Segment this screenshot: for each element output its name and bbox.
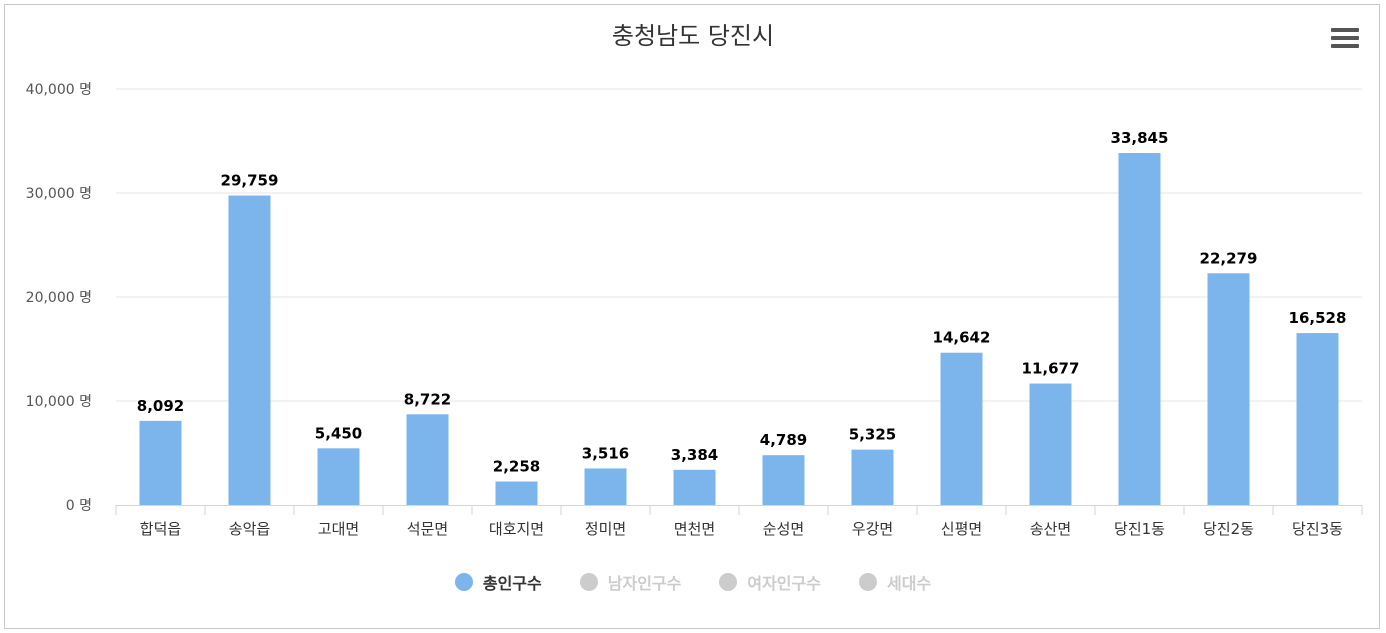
y-tick-label: 0 명	[66, 498, 92, 514]
y-tick-label: 10,000 명	[26, 394, 92, 410]
data-label: 5,325	[849, 426, 896, 444]
x-tick-label: 정미면	[585, 520, 626, 538]
legend-label: 세대수	[886, 574, 932, 593]
x-tick-label: 당진2동	[1203, 520, 1254, 538]
data-label: 22,279	[1200, 249, 1258, 267]
legend-item-male-population[interactable]: 남자인구수	[579, 570, 682, 594]
legend-marker	[579, 573, 598, 591]
y-tick-label: 30,000 명	[26, 186, 92, 202]
x-tick-label: 당진1동	[1114, 520, 1165, 538]
x-tick-label: 합덕읍	[140, 520, 181, 538]
bar-13	[1207, 273, 1250, 505]
y-tick-label: 40,000 명	[26, 82, 92, 98]
data-label: 2,258	[493, 458, 540, 476]
data-label: 11,677	[1022, 360, 1080, 378]
x-tick-label: 면천면	[674, 520, 715, 538]
bar-8	[762, 455, 805, 505]
data-label: 3,516	[582, 444, 629, 462]
bar-12	[1118, 153, 1161, 505]
data-label: 16,528	[1289, 309, 1347, 327]
data-label: 8,722	[404, 390, 451, 408]
legend-item-households[interactable]: 세대수	[858, 570, 932, 594]
data-label: 8,092	[137, 397, 184, 415]
legend-item-female-population[interactable]: 여자인구수	[719, 570, 821, 594]
x-tick-label: 신평면	[941, 520, 982, 538]
data-label: 3,384	[671, 446, 718, 464]
x-tick-label: 송산면	[1030, 520, 1071, 538]
bar-7	[673, 469, 716, 505]
data-label: 14,642	[933, 329, 991, 347]
legend-marker	[858, 573, 877, 591]
data-label: 33,845	[1111, 129, 1169, 147]
x-tick-label: 대호지면	[489, 520, 544, 538]
x-tick-label: 송악읍	[229, 520, 270, 538]
x-tick-label: 석문면	[407, 520, 448, 538]
data-label: 29,759	[221, 172, 279, 190]
legend-item-total-population[interactable]: 총인구수	[454, 570, 542, 594]
bar-chart-plot: 0 명 10,000 명 20,000 명 30,000 명 40,000 명 8,092…	[26, 82, 1363, 538]
legend-label: 총인구수	[482, 574, 542, 593]
data-label: 4,789	[760, 431, 807, 449]
bar-2	[228, 195, 271, 505]
legend-label: 남자인구수	[607, 574, 682, 593]
y-tick-label: 20,000 명	[26, 290, 92, 306]
x-tick-label: 우강면	[852, 520, 893, 538]
bar-4	[406, 414, 449, 505]
bar-10	[940, 352, 983, 505]
chart-legend: 총인구수 남자인구수 여자인구수 세대수	[0, 570, 1386, 594]
chart-title: 충청남도 당진시	[611, 22, 775, 50]
legend-marker	[719, 573, 738, 591]
hamburger-menu-icon[interactable]	[1331, 28, 1359, 50]
x-tick-label: 순성면	[763, 520, 804, 538]
bar-1	[139, 420, 182, 505]
legend-marker	[454, 573, 473, 591]
bar-6	[584, 468, 627, 505]
legend-label: 여자인구수	[747, 574, 821, 593]
bar-9	[851, 449, 894, 505]
bar-14	[1296, 333, 1339, 505]
x-tick-label: 고대면	[318, 520, 359, 538]
bar-3	[317, 448, 360, 505]
data-label: 5,450	[315, 424, 362, 442]
bar-11	[1029, 383, 1072, 505]
x-tick-label: 당진3동	[1292, 520, 1343, 538]
bar-5	[495, 481, 538, 505]
